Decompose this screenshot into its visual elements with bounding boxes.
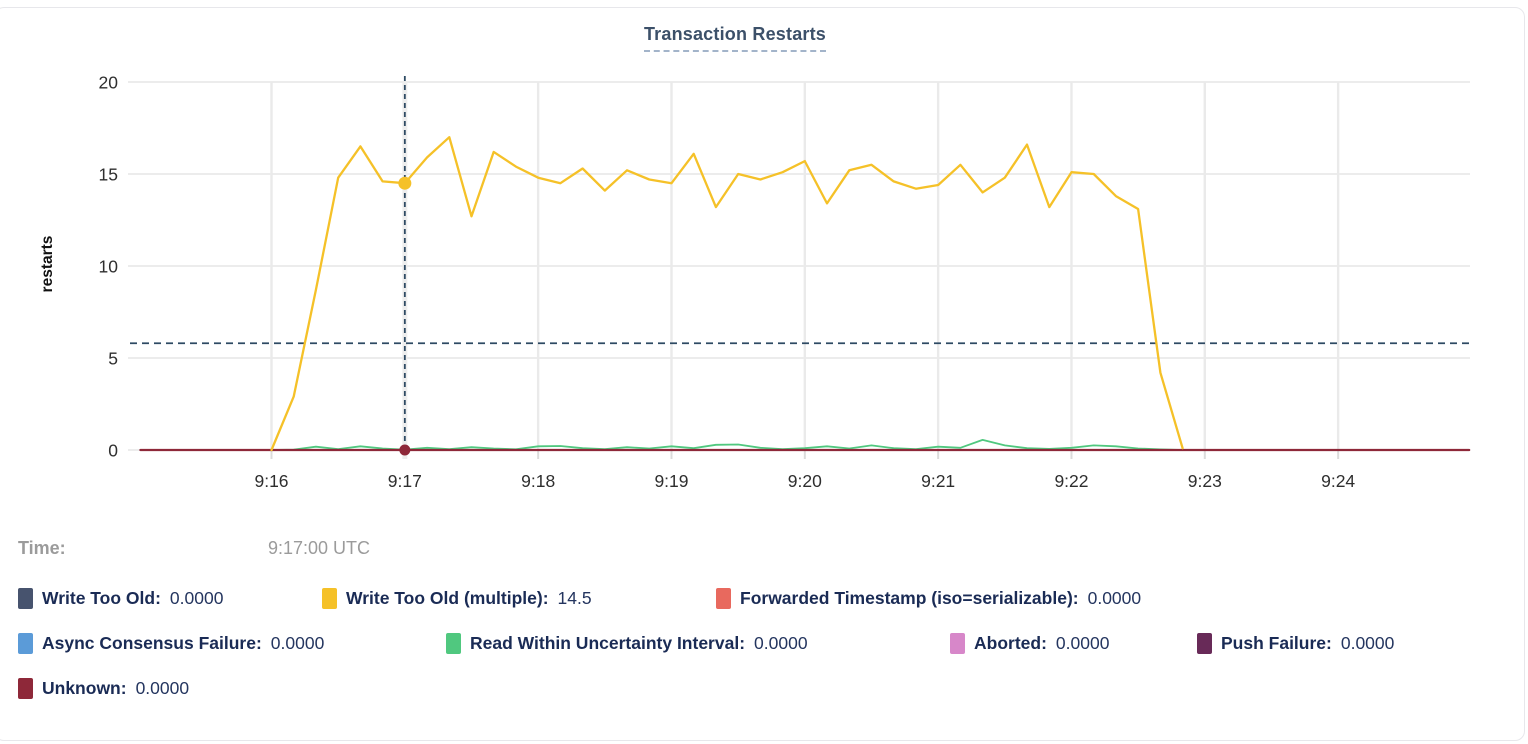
hover-time-label: Time:	[18, 538, 66, 558]
legend-label: Write Too Old (multiple):	[346, 588, 549, 608]
legend-label: Async Consensus Failure:	[42, 633, 262, 653]
legend-swatch	[18, 633, 33, 654]
legend-value: 0.0000	[135, 678, 190, 698]
legend-value: 0.0000	[1087, 588, 1142, 608]
legend-value: 0.0000	[169, 588, 224, 608]
legend-item-push-failure: Push Failure: 0.0000	[1197, 633, 1394, 654]
chart-title-wrap: Transaction Restarts	[0, 24, 1470, 52]
legend-row-2: Async Consensus Failure: 0.0000 Read Wit…	[0, 633, 1528, 659]
x-tick-label: 9:22	[1054, 471, 1088, 491]
legend-row-1: Write Too Old: 0.0000 Write Too Old (mul…	[0, 588, 1528, 614]
crosshair-dot	[398, 176, 412, 190]
legend-item-forwarded-timestamp: Forwarded Timestamp (iso=serializable): …	[716, 588, 1141, 609]
legend-swatch	[716, 588, 731, 609]
y-tick-label: 10	[99, 257, 119, 277]
transaction-restarts-chart[interactable]: 0 5 10 15 20 9:16 9:17 9:18 9:19 9:20 9:21 9:22 9:23…	[0, 0, 1528, 520]
x-tick-label: 9:17	[388, 471, 422, 491]
legend-label: Forwarded Timestamp (iso=serializable):	[740, 588, 1079, 608]
legend-label: Read Within Uncertainty Interval:	[470, 633, 746, 653]
legend-swatch	[322, 588, 337, 609]
legend-value: 0.0000	[270, 633, 325, 653]
legend-value: 14.5	[557, 588, 592, 608]
legend-item-write-too-old: Write Too Old: 0.0000	[18, 588, 223, 609]
crosshair-dot	[399, 444, 411, 456]
legend-value: 0.0000	[1055, 633, 1110, 653]
legend-item-aborted: Aborted: 0.0000	[950, 633, 1109, 654]
legend-label: Aborted:	[974, 633, 1047, 653]
x-tick-label: 9:21	[921, 471, 955, 491]
legend-item-unknown: Unknown: 0.0000	[18, 678, 189, 699]
legend-swatch	[446, 633, 461, 654]
y-tick-label: 5	[108, 349, 118, 369]
legend-item-write-too-old-multiple: Write Too Old (multiple): 14.5	[322, 588, 592, 609]
hover-time-row: Time: 9:17:00 UTC	[0, 538, 1528, 564]
series-line-write-too-old-multiple-	[270, 136, 1184, 452]
legend-item-async-consensus-failure: Async Consensus Failure: 0.0000	[18, 633, 324, 654]
x-tick-label: 9:24	[1321, 471, 1355, 491]
legend-value: 0.0000	[754, 633, 808, 653]
y-tick-label: 20	[99, 73, 119, 93]
x-tick-label: 9:16	[254, 471, 288, 491]
legend-row-3: Unknown: 0.0000	[0, 678, 1528, 704]
legend-swatch	[18, 678, 33, 699]
chart-card	[0, 7, 1525, 741]
legend-swatch	[18, 588, 33, 609]
chart-title[interactable]: Transaction Restarts	[643, 24, 827, 52]
series-line-read-within-uncertainty-interval	[270, 438, 1184, 451]
legend-label: Push Failure:	[1221, 633, 1332, 653]
legend-item-read-within-uncertainty-interval: Read Within Uncertainty Interval: 0.0000	[446, 633, 808, 654]
x-tick-label: 9:23	[1188, 471, 1222, 491]
y-tick-label: 15	[99, 165, 118, 185]
x-tick-label: 9:20	[788, 471, 822, 491]
legend-value: 0.0000	[1340, 633, 1395, 653]
legend-label: Write Too Old:	[42, 588, 161, 608]
legend-label: Unknown:	[42, 678, 127, 698]
x-tick-label: 9:19	[654, 471, 688, 491]
y-tick-label: 0	[108, 441, 118, 461]
x-tick-label: 9:18	[521, 471, 555, 491]
hover-band	[402, 82, 408, 459]
hover-time-value: 9:17:00 UTC	[268, 538, 371, 558]
legend-swatch	[950, 633, 965, 654]
legend-swatch	[1197, 633, 1212, 654]
